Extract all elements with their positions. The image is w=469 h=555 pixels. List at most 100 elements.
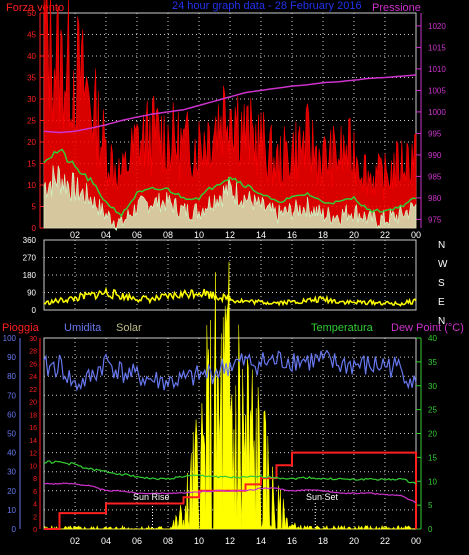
compass-label: N: [438, 316, 445, 327]
x-tick-label: 18: [318, 536, 328, 546]
direction-y-tick-label: 0: [32, 306, 37, 315]
x-tick-label: 14: [256, 536, 266, 546]
humidity-y-tick-label: 90: [7, 353, 16, 362]
rain-y-tick-label: 26: [29, 361, 37, 368]
pressure-y-tick-label: 1000: [428, 108, 446, 117]
pressure-y-tick-label: 1010: [428, 65, 446, 74]
wind-y-tick-label: 15: [27, 160, 36, 169]
direction-y-tick-label: 270: [23, 254, 37, 263]
humidity-y-tick-label: 100: [3, 334, 17, 343]
pressure-y-tick-label: 1020: [428, 22, 446, 31]
x-tick-label: 14: [256, 230, 266, 240]
temperature-y-tick-label: 40: [428, 334, 437, 343]
humidity-y-tick-label: 40: [7, 449, 16, 458]
wind-y-tick-label: 35: [27, 74, 36, 83]
humidity-y-tick-label: 50: [7, 430, 16, 439]
x-tick-label: 00: [411, 536, 421, 546]
compass-label: E: [438, 297, 445, 308]
rain-axis-title: Pioggia: [2, 322, 40, 334]
x-tick-label: 10: [194, 230, 204, 240]
rain-y-tick-label: 8: [33, 476, 37, 483]
humidity-axis-title: Umidita: [64, 322, 102, 334]
x-tick-label: 08: [163, 230, 173, 240]
humidity-y-tick-label: 70: [7, 391, 16, 400]
temperature-y-tick-label: 25: [428, 406, 437, 415]
direction-y-tick-label: 360: [23, 236, 37, 245]
sunrise-label: Sun Rise: [133, 492, 170, 502]
humidity-y-tick-label: 20: [7, 487, 16, 496]
rain-y-tick-label: 12: [29, 451, 37, 458]
sunset-label: Sun Set: [306, 492, 339, 502]
wind-y-tick-label: 10: [27, 181, 36, 190]
series-dewpoint: [43, 482, 417, 504]
temperature-y-tick-label: 20: [428, 430, 437, 439]
compass-label: N: [438, 240, 445, 251]
humidity-y-tick-label: 10: [7, 506, 16, 515]
pressure-y-tick-label: 975: [428, 215, 442, 224]
x-tick-label: 02: [70, 230, 80, 240]
direction-y-tick-label: 90: [27, 289, 36, 298]
rain-y-tick-label: 16: [29, 425, 37, 432]
x-tick-label: 22: [380, 536, 390, 546]
humidity-y-tick-label: 60: [7, 410, 16, 419]
temperature-y-tick-label: 5: [428, 501, 433, 510]
chart-title: 24 hour graph data - 28 February 2016: [172, 0, 362, 12]
temperature-axis-title: Temperatura: [311, 322, 374, 334]
series-direction: [43, 286, 417, 307]
compass-label: W: [438, 259, 448, 270]
rain-y-tick-label: 0: [33, 527, 37, 534]
x-tick-label: 20: [349, 536, 359, 546]
x-tick-label: 16: [287, 536, 297, 546]
rain-y-tick-label: 24: [29, 374, 37, 381]
axes-layer: 0510152025303540455097598098599099510001…: [3, 9, 448, 546]
pressure-y-tick-label: 990: [428, 151, 442, 160]
series-humidity: [43, 349, 417, 392]
pressure-y-tick-label: 980: [428, 194, 442, 203]
wind-y-tick-label: 50: [27, 9, 36, 18]
temperature-y-tick-label: 35: [428, 358, 437, 367]
x-tick-label: 00: [411, 230, 421, 240]
x-tick-label: 02: [70, 536, 80, 546]
wind-y-tick-label: 20: [27, 138, 36, 147]
x-tick-label: 04: [101, 536, 111, 546]
temperature-y-tick-label: 30: [428, 382, 437, 391]
rain-y-tick-label: 2: [33, 514, 37, 521]
x-tick-label: 06: [132, 230, 142, 240]
series-gust: [43, 0, 417, 229]
wind-y-tick-label: 45: [27, 31, 36, 40]
x-tick-label: 12: [225, 230, 235, 240]
x-tick-label: 08: [163, 536, 173, 546]
humidity-y-tick-label: 80: [7, 372, 16, 381]
pressure-y-tick-label: 1015: [428, 43, 446, 52]
rain-y-tick-label: 4: [33, 502, 37, 509]
x-tick-label: 20: [349, 230, 359, 240]
rain-y-tick-label: 28: [29, 349, 37, 356]
x-tick-label: 10: [194, 536, 204, 546]
series-layer: [43, 0, 417, 530]
wind-axis-title: Forza vento: [6, 2, 64, 14]
wind-y-tick-label: 5: [32, 203, 37, 212]
pressure-y-tick-label: 1005: [428, 86, 446, 95]
compass-label: S: [438, 278, 445, 289]
temperature-y-tick-label: 10: [428, 477, 437, 486]
pressure-y-tick-label: 995: [428, 129, 442, 138]
rain-y-tick-label: 14: [29, 438, 37, 445]
x-tick-label: 16: [287, 230, 297, 240]
humidity-y-tick-label: 30: [7, 468, 16, 477]
series-solar: [43, 261, 417, 530]
temperature-y-tick-label: 0: [428, 525, 433, 534]
pressure-axis-title: Pressione: [372, 2, 421, 14]
pressure-y-tick-label: 985: [428, 172, 442, 181]
x-tick-label: 18: [318, 230, 328, 240]
solar-axis-title: Solar: [116, 322, 142, 334]
rain-y-tick-label: 10: [29, 463, 37, 470]
rain-y-tick-label: 6: [33, 489, 37, 496]
wind-y-tick-label: 40: [27, 52, 36, 61]
rain-y-tick-label: 18: [29, 412, 37, 419]
x-tick-label: 22: [380, 230, 390, 240]
rain-y-tick-label: 22: [29, 387, 37, 394]
wind-y-tick-label: 30: [27, 95, 36, 104]
direction-y-tick-label: 180: [23, 271, 37, 280]
temperature-y-tick-label: 15: [428, 453, 437, 462]
